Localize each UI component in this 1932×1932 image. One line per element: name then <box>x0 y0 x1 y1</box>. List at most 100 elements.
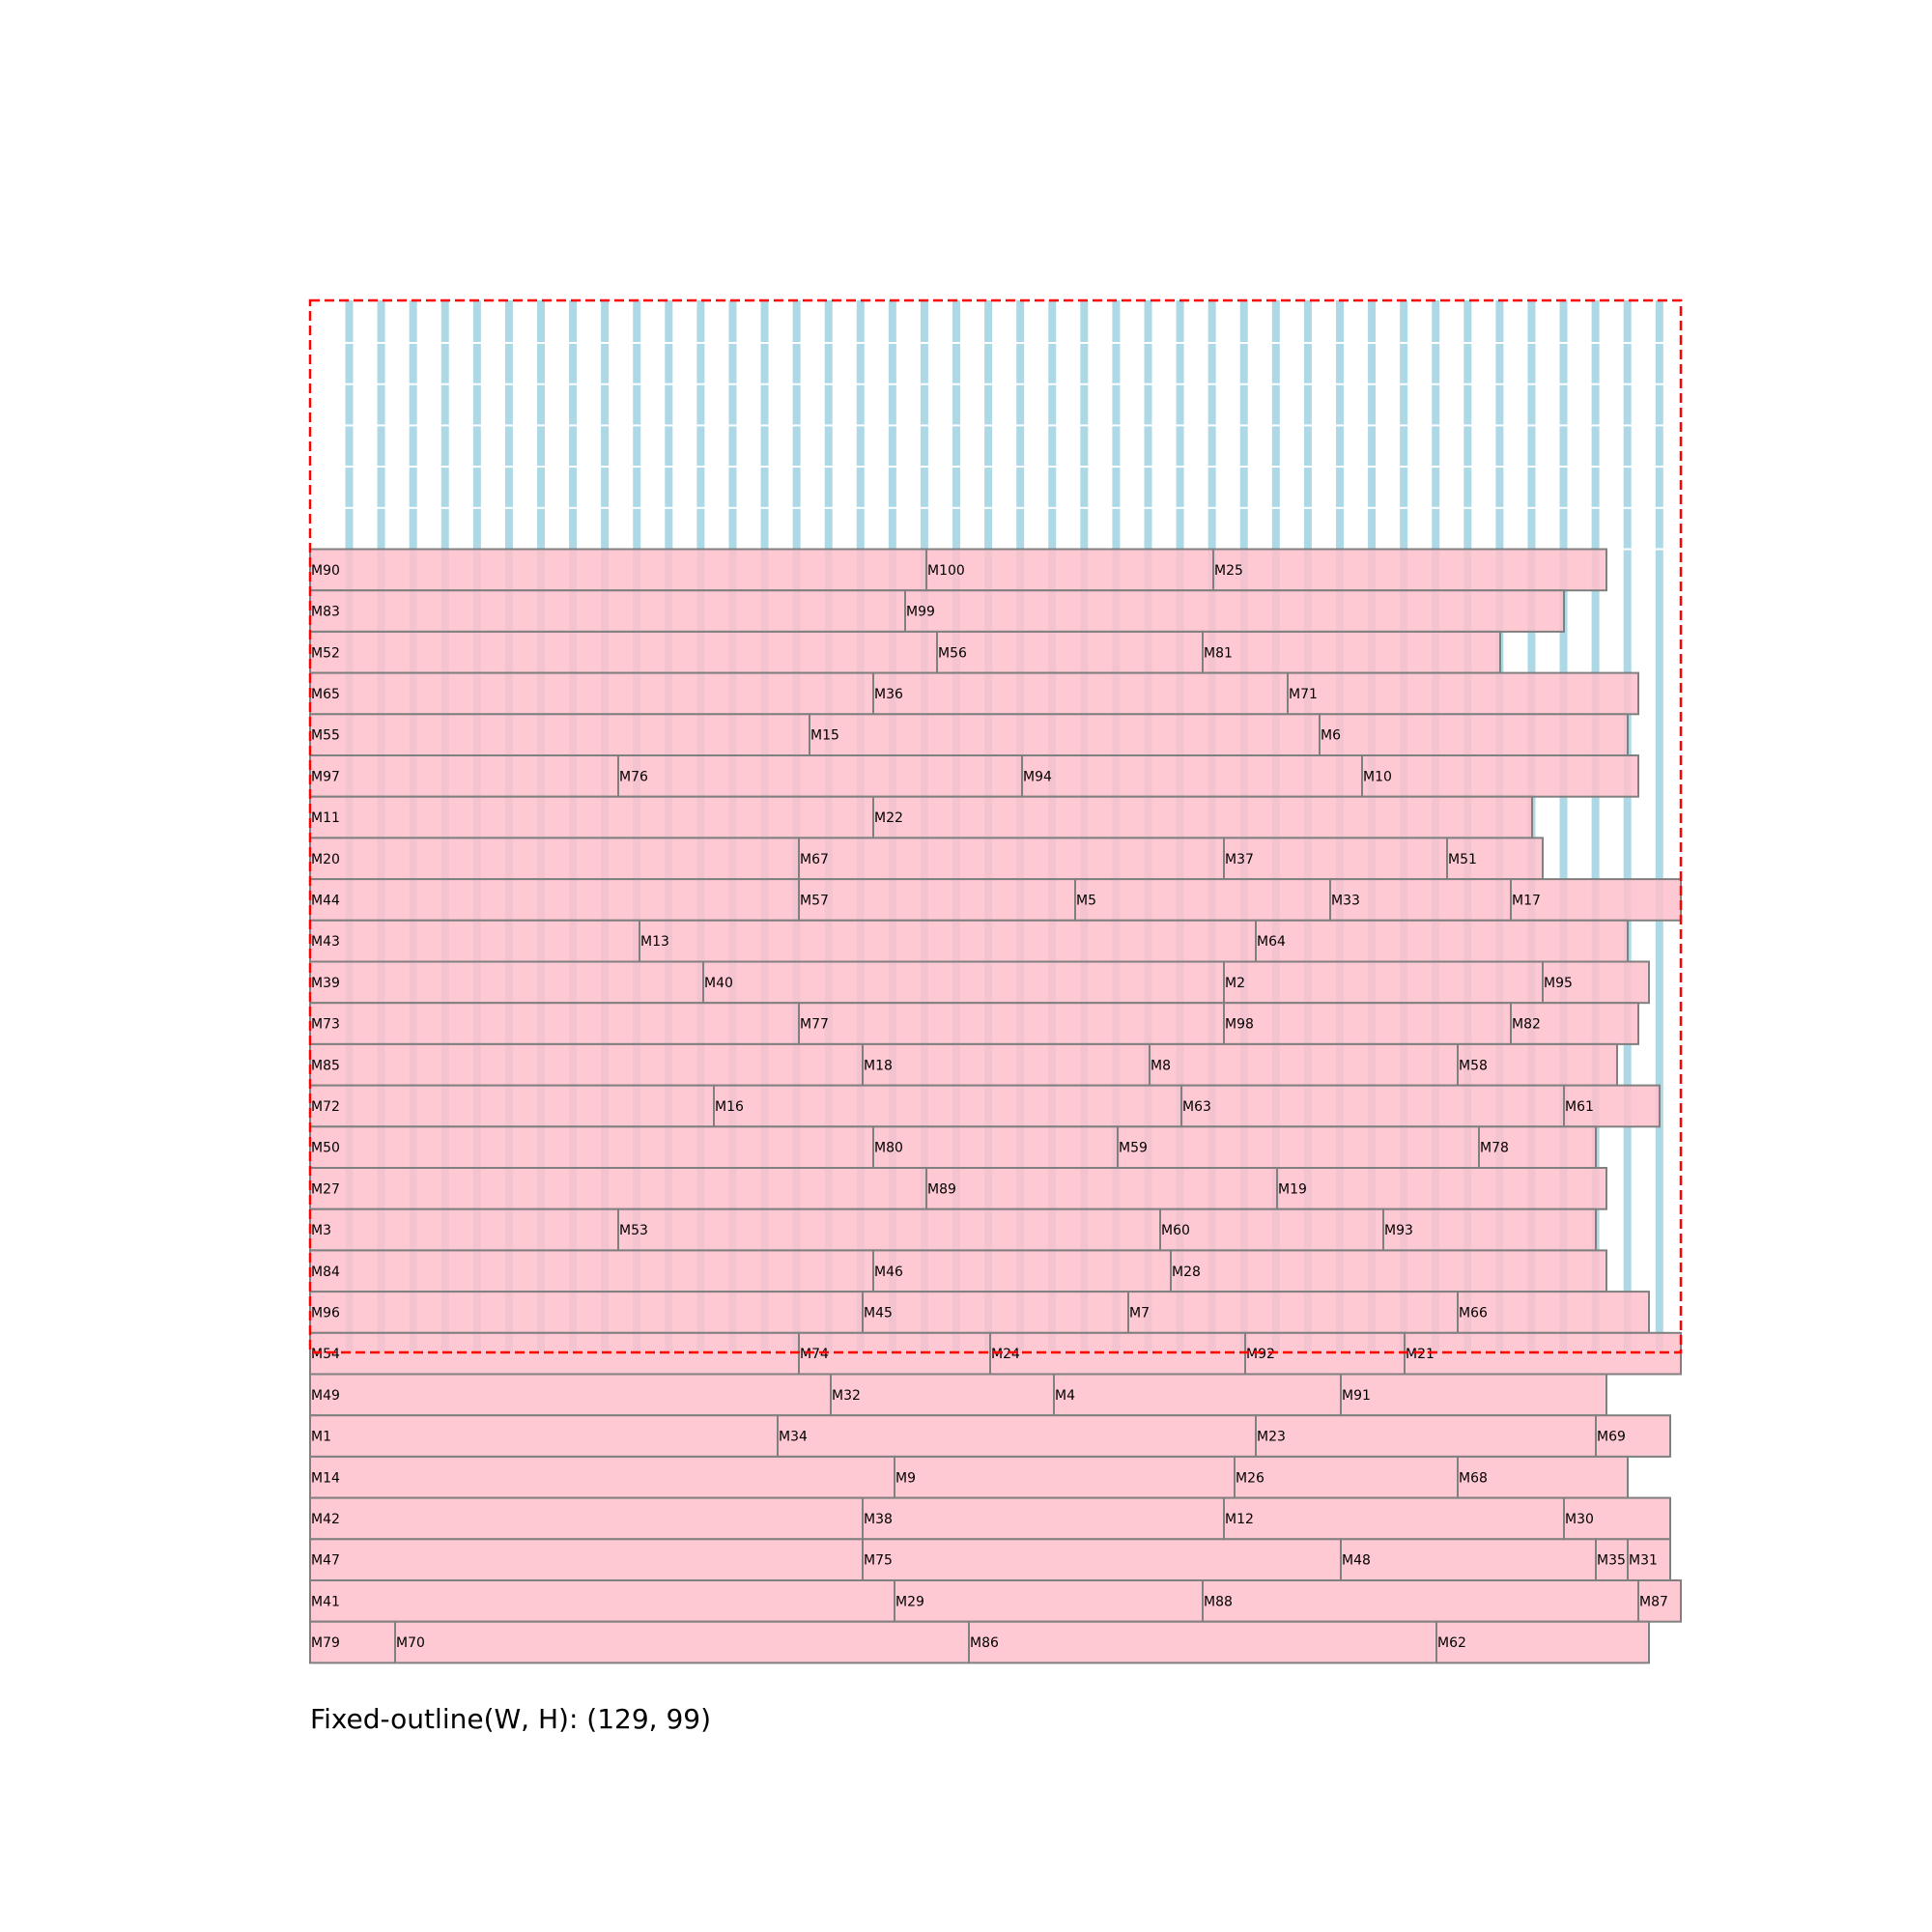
module-rect <box>309 919 640 963</box>
module-label: M93 <box>1384 1223 1413 1238</box>
module-label: M51 <box>1448 852 1477 867</box>
module-label: M37 <box>1225 852 1254 867</box>
module-rect <box>1202 1579 1639 1623</box>
module-label: M9 <box>895 1470 916 1486</box>
module-m8: M8 <box>1149 1042 1459 1087</box>
module-m15: M15 <box>809 713 1321 756</box>
module-label: M31 <box>1629 1553 1658 1569</box>
module-m45: M45 <box>862 1291 1129 1334</box>
module-m89: M89 <box>925 1167 1278 1210</box>
module-rect <box>617 754 1023 798</box>
module-label: M63 <box>1182 1099 1211 1115</box>
module-label: M19 <box>1278 1181 1307 1197</box>
module-m86: M86 <box>968 1620 1437 1664</box>
module-m95: M95 <box>1542 960 1650 1005</box>
module-label: M92 <box>1246 1347 1275 1362</box>
module-rect <box>1223 960 1544 1005</box>
module-m27: M27 <box>309 1167 927 1210</box>
module-rect <box>1595 1414 1671 1458</box>
module-m60: M60 <box>1159 1208 1384 1252</box>
module-rect <box>309 795 874 839</box>
module-m81: M81 <box>1202 630 1501 674</box>
module-label: M77 <box>800 1017 829 1033</box>
module-rect <box>309 1414 779 1458</box>
module-m28: M28 <box>1170 1249 1607 1293</box>
module-m39: M39 <box>309 960 704 1005</box>
module-label: M38 <box>864 1512 893 1527</box>
module-rect <box>1319 713 1629 756</box>
module-rect <box>925 1167 1278 1210</box>
module-label: M61 <box>1565 1099 1594 1115</box>
module-label: M59 <box>1119 1141 1148 1156</box>
module-rect <box>872 1125 1119 1170</box>
module-m5: M5 <box>1074 878 1331 922</box>
module-m75: M75 <box>862 1538 1342 1582</box>
module-label: M22 <box>874 810 903 826</box>
column-gap <box>311 383 1680 385</box>
module-rect <box>872 671 1289 716</box>
module-rect <box>809 713 1321 756</box>
module-label: M6 <box>1321 728 1341 744</box>
module-rect <box>1234 1455 1459 1499</box>
module-label: M69 <box>1597 1430 1626 1445</box>
module-rect <box>309 1249 874 1293</box>
module-rect <box>872 1249 1172 1293</box>
module-rect <box>1457 1291 1650 1334</box>
module-rect <box>309 1620 396 1664</box>
module-rect <box>936 630 1204 674</box>
module-rect <box>1255 919 1629 963</box>
module-m9: M9 <box>894 1455 1236 1499</box>
module-rect <box>309 713 810 756</box>
module-label: M98 <box>1225 1017 1254 1033</box>
module-label: M62 <box>1437 1635 1466 1651</box>
module-label: M53 <box>619 1223 648 1238</box>
module-label: M80 <box>874 1141 903 1156</box>
module-label: M5 <box>1076 893 1096 908</box>
module-label: M70 <box>396 1635 425 1651</box>
module-rect <box>1212 548 1607 592</box>
column-gap <box>311 342 1680 344</box>
module-m23: M23 <box>1255 1414 1597 1458</box>
module-rect <box>1287 671 1639 716</box>
module-label: M13 <box>640 934 669 950</box>
module-label: M95 <box>1544 976 1573 991</box>
module-m66: M66 <box>1457 1291 1650 1334</box>
module-label: M16 <box>715 1099 744 1115</box>
module-label: M4 <box>1055 1388 1075 1404</box>
module-label: M1 <box>311 1430 331 1445</box>
module-m100: M100 <box>925 548 1214 592</box>
module-m10: M10 <box>1361 754 1639 798</box>
module-m80: M80 <box>872 1125 1119 1170</box>
module-rect <box>1159 1208 1384 1252</box>
module-blocks: M90 M100 M25 M83 M99 M52 M56 M81 M65 M36 M71 M55 M15… <box>309 548 1682 1664</box>
module-rect <box>1382 1208 1597 1252</box>
column-gap <box>311 424 1680 427</box>
module-rect <box>862 1042 1151 1087</box>
outline-caption: Fixed-outline(W, H): (129, 99) <box>310 1703 712 1735</box>
module-label: M39 <box>311 976 340 991</box>
module-m40: M40 <box>702 960 1225 1005</box>
module-rect <box>394 1620 970 1664</box>
module-label: M23 <box>1257 1430 1286 1445</box>
module-label: M46 <box>874 1264 903 1280</box>
module-rect <box>894 1455 1236 1499</box>
module-m64: M64 <box>1255 919 1629 963</box>
module-m36: M36 <box>872 671 1289 716</box>
module-m62: M62 <box>1435 1620 1650 1664</box>
module-label: M18 <box>864 1058 893 1073</box>
module-rect <box>639 919 1257 963</box>
fixed-outline-boundary <box>308 298 1683 1354</box>
module-rect <box>777 1414 1257 1458</box>
module-m90: M90 <box>309 548 927 592</box>
module-rect <box>798 1002 1225 1045</box>
module-m11: M11 <box>309 795 874 839</box>
module-label: M85 <box>311 1058 340 1073</box>
module-m18: M18 <box>862 1042 1151 1087</box>
module-m67: M67 <box>798 837 1225 881</box>
module-label: M12 <box>1225 1512 1254 1527</box>
module-m20: M20 <box>309 837 800 881</box>
module-m79: M79 <box>309 1620 396 1664</box>
module-label: M54 <box>311 1347 340 1362</box>
module-label: M10 <box>1363 769 1392 784</box>
module-label: M72 <box>311 1099 340 1115</box>
